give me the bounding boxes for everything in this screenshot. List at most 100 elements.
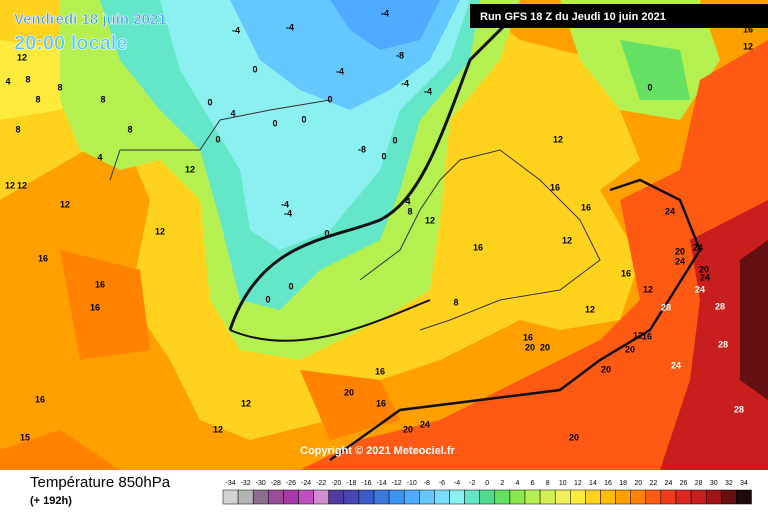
- map-label: 0: [301, 114, 306, 124]
- scale-swatch: [268, 489, 284, 505]
- map-label: 24: [420, 419, 430, 429]
- map-label: 12: [5, 180, 15, 190]
- scale-swatch: [645, 489, 662, 505]
- scale-swatch: [252, 489, 269, 505]
- map-label: 24: [695, 284, 705, 294]
- scale-swatch: [585, 489, 601, 505]
- map-label: 12: [553, 134, 563, 144]
- scale-label: -8: [424, 480, 430, 487]
- map-label: 16: [523, 332, 533, 342]
- map-label: 16: [376, 398, 386, 408]
- map-label: -4: [424, 86, 432, 96]
- map-label: 0: [381, 151, 386, 161]
- scale-label: 30: [710, 480, 718, 487]
- scale-swatch: [434, 489, 450, 505]
- map-label: 20: [601, 364, 611, 374]
- scale-label: 24: [665, 480, 673, 487]
- map-label: 4: [230, 108, 235, 118]
- map-label: 16: [35, 394, 45, 404]
- scale-label: -22: [316, 480, 326, 487]
- scale-label: 10: [559, 480, 567, 487]
- scale-label: -32: [241, 480, 251, 487]
- map-label: 24: [671, 360, 681, 370]
- scale-swatch: [313, 489, 329, 505]
- map-label: 12: [562, 235, 572, 245]
- scale-swatch: [237, 489, 254, 505]
- scale-label: -14: [376, 480, 386, 487]
- scale-swatch: [705, 489, 722, 505]
- scale-label: 22: [649, 480, 657, 487]
- map-label: 8: [57, 82, 62, 92]
- scale-swatch: [630, 489, 647, 505]
- map-label: 0: [647, 82, 652, 92]
- scale-label: -26: [286, 480, 296, 487]
- scale-label: -24: [301, 480, 311, 487]
- map-label: 20: [540, 342, 550, 352]
- map-label: 8: [25, 74, 30, 84]
- map-label: -8: [358, 144, 366, 154]
- map-label: 15: [20, 432, 30, 442]
- map-label: 12: [60, 199, 70, 209]
- map-label: 4: [405, 196, 410, 206]
- scale-swatch: [660, 489, 677, 505]
- run-box: [470, 4, 768, 28]
- scale-swatch: [554, 489, 571, 505]
- map-label: 20: [569, 432, 579, 442]
- scale-label: 4: [515, 480, 519, 487]
- scale-swatch: [675, 489, 692, 505]
- scale-label: 26: [680, 480, 688, 487]
- map-label: 20: [403, 424, 413, 434]
- color-scale: -34 -32 -30 -28 -26 -24 -22 -20 -18 -16 -14 -12 -10-…: [222, 480, 752, 505]
- map-label: -4: [286, 22, 294, 32]
- date: Vendredi 18 juin 2021: [14, 11, 167, 28]
- map-label: 28: [718, 339, 728, 349]
- map-label: 16: [473, 242, 483, 252]
- scale-swatch: [494, 489, 511, 505]
- map-label: 0: [215, 134, 220, 144]
- scale-label: -2: [469, 480, 475, 487]
- scale-label: -12: [392, 480, 402, 487]
- scale-label: -30: [256, 480, 266, 487]
- map-label: 8: [100, 94, 105, 104]
- map-label: 12: [241, 398, 251, 408]
- scale-label: 2: [500, 480, 504, 487]
- map-label: 4: [97, 152, 102, 162]
- map-label: 28: [661, 302, 671, 312]
- scale-label: 16: [604, 480, 612, 487]
- map-label: -4: [401, 78, 409, 88]
- map-label: 16: [375, 366, 385, 376]
- map-label: 20: [699, 264, 709, 274]
- map-label: 0: [288, 281, 293, 291]
- scale-swatch: [403, 489, 420, 505]
- scale-label: 18: [619, 480, 627, 487]
- map-label: 12: [185, 164, 195, 174]
- map-label: 0: [265, 294, 270, 304]
- scale-swatch: [222, 489, 239, 505]
- footer-subtitle: (+ 192h): [30, 495, 72, 507]
- map-label: 20: [625, 344, 635, 354]
- scale-label: -34: [225, 480, 235, 487]
- map-label: 12: [213, 424, 223, 434]
- scale-swatch: [570, 489, 586, 505]
- map-label: 16: [581, 202, 591, 212]
- map-label: 8: [453, 297, 458, 307]
- scale-swatch: [509, 489, 526, 505]
- scale-label: -20: [331, 480, 341, 487]
- map-label: -8: [396, 50, 404, 60]
- map-label: 24: [665, 206, 675, 216]
- map-label: 20: [675, 246, 685, 256]
- map-label: 12: [743, 41, 753, 51]
- scale-swatch: [524, 489, 541, 505]
- map-label: 12: [643, 284, 653, 294]
- scale-label: -4: [454, 480, 460, 487]
- scale-label: -16: [361, 480, 371, 487]
- map-label: 4: [5, 76, 10, 86]
- map-label: 12: [633, 330, 643, 340]
- map-label: -4: [232, 25, 240, 35]
- scale-label: -28: [271, 480, 281, 487]
- map-label: 16: [642, 331, 652, 341]
- scale-swatch: [283, 489, 299, 505]
- map-background: [0, 0, 768, 470]
